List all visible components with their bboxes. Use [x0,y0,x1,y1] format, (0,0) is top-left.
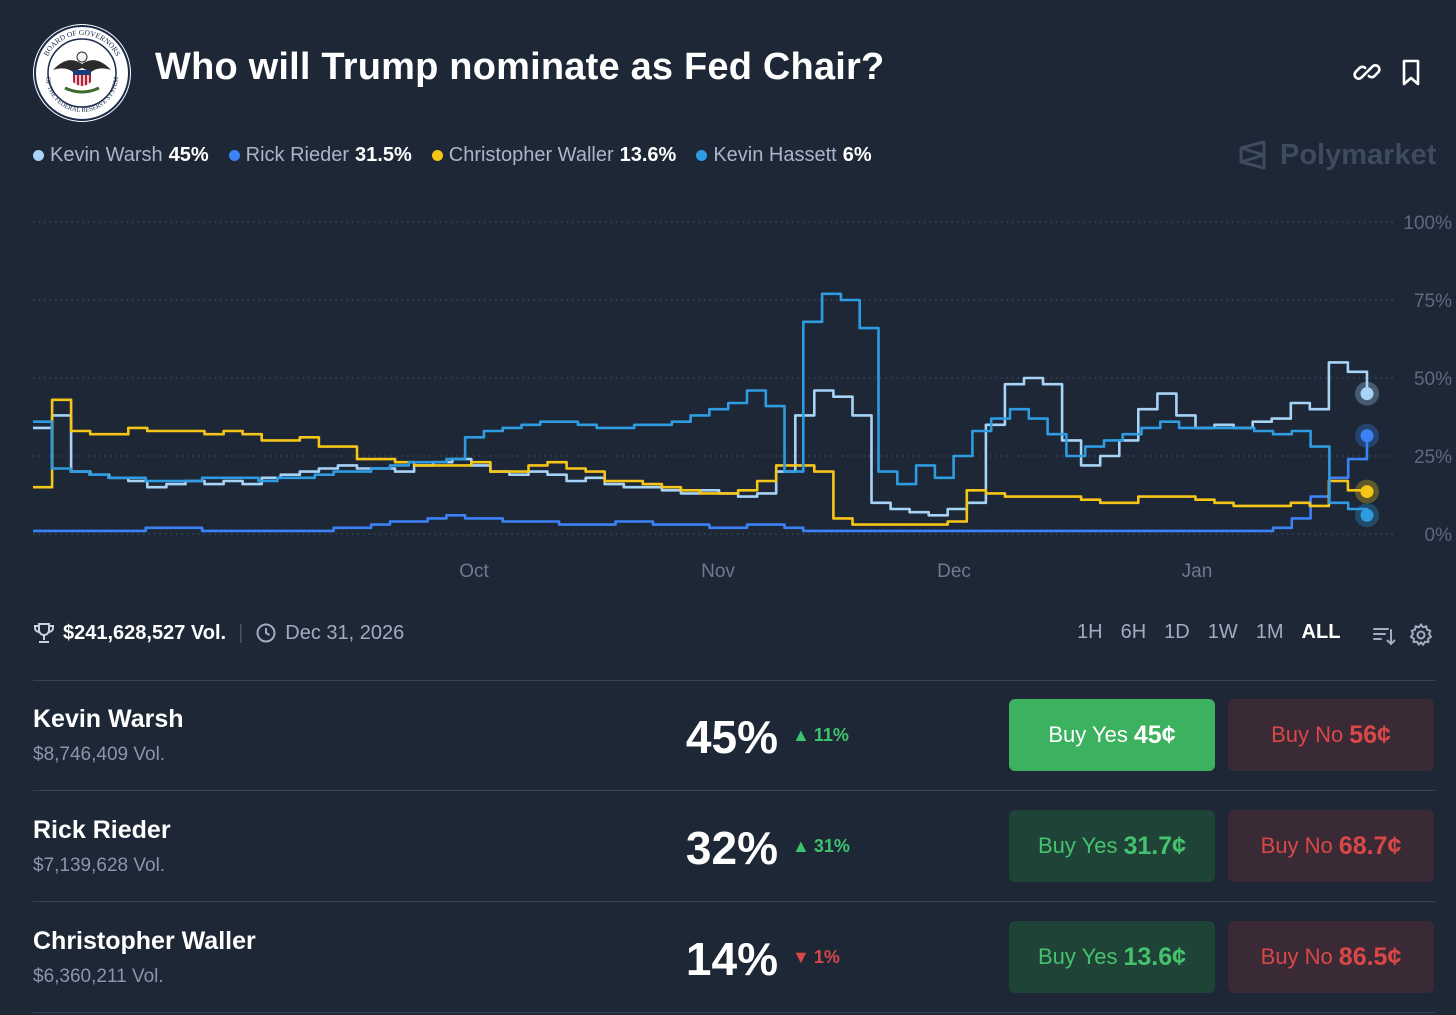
market-logo: BOARD OF GOVERNORS OF THE FEDERAL RESERV… [33,24,131,122]
range-1w[interactable]: 1W [1207,621,1238,643]
outcome-percent: 45% [685,711,778,763]
outcome-change: ▼ 1% [792,947,840,968]
legend-item: Christopher Waller 13.6% [431,144,677,167]
series-line-rick-rieder [33,435,1369,533]
polymarket-brand: Polymarket [1236,138,1436,172]
gear-icon[interactable] [1408,622,1434,648]
range-1h[interactable]: 1H [1077,621,1103,643]
y-tick-label: 50% [1414,369,1452,390]
legend-name: Christopher Waller [448,144,614,166]
legend-item: Kevin Warsh 45% [33,144,209,167]
series-line-christopher-waller [33,398,1369,526]
legend-value: 6% [842,144,872,166]
legend-dot [33,150,44,161]
row-divider [33,901,1435,902]
buy-no-price: 86.5¢ [1338,942,1402,971]
buy-no-button[interactable]: Buy No 86.5¢ [1228,921,1434,993]
triangle-down-icon: ▼ [792,947,810,967]
chart-legend: Kevin Warsh 45% Rick Rieder 31.5% Christophe… [33,144,872,167]
buy-yes-label: Buy Yes [1037,944,1118,969]
row-divider [33,1012,1435,1013]
triangle-up-icon: ▲ [792,725,810,745]
row-divider [33,680,1435,681]
outcome-volume: $8,746,409 Vol. [33,744,166,765]
x-tick-label: Jan [1182,561,1213,582]
end-date: Dec 31, 2026 [285,621,405,644]
end-point-kevin-hassett [1360,508,1374,522]
series-line-kevin-hassett [33,292,1369,516]
market-info-bar: $241,628,527 Vol. | Dec 31, 2026 [33,621,404,645]
outcome-percent: 32% [685,822,778,874]
buy-yes-button[interactable]: Buy Yes 45¢ [1009,699,1215,771]
outcome-name[interactable]: Kevin Warsh [33,705,184,733]
outcome-change: ▲ 11% [792,725,849,746]
total-volume: $241,628,527 Vol. [63,621,227,644]
legend-item: Rick Rieder 31.5% [228,144,412,167]
buy-yes-price: 31.7¢ [1123,831,1187,860]
range-1d[interactable]: 1D [1164,621,1190,643]
legend-value: 13.6% [619,144,677,166]
sort-icon[interactable] [1371,622,1397,648]
buy-no-price: 68.7¢ [1338,831,1402,860]
federal-reserve-seal: BOARD OF GOVERNORS OF THE FEDERAL RESERV… [34,25,130,121]
series-line-kevin-warsh [33,361,1369,517]
buy-no-price: 56¢ [1349,720,1391,749]
buy-no-label: Buy No [1271,722,1344,747]
end-point-kevin-warsh [1360,387,1374,401]
outcome-volume: $7,139,628 Vol. [33,855,166,876]
buy-no-label: Buy No [1260,833,1333,858]
clock-icon [256,623,276,643]
end-point-rick-rieder [1360,429,1374,443]
trophy-icon [34,623,54,643]
buy-yes-button[interactable]: Buy Yes 13.6¢ [1009,921,1215,993]
range-1m[interactable]: 1M [1255,621,1284,643]
outcome-percent: 14% [685,933,778,985]
legend-item: Kevin Hassett 6% [696,144,872,167]
end-point-christopher-waller [1360,485,1374,499]
x-tick-label: Dec [937,561,971,582]
range-6h[interactable]: 6H [1120,621,1147,643]
triangle-up-icon: ▲ [792,836,810,856]
buy-yes-label: Buy Yes [1037,833,1118,858]
outcome-name[interactable]: Rick Rieder [33,816,171,844]
buy-no-button[interactable]: Buy No 56¢ [1228,699,1434,771]
brand-name: Polymarket [1280,138,1437,171]
legend-value: 45% [168,144,209,166]
legend-dot [696,150,708,161]
y-tick-label: 25% [1414,447,1452,468]
buy-yes-label: Buy Yes [1048,722,1128,747]
legend-name: Kevin Hassett [713,144,837,166]
legend-dot [228,150,240,161]
row-divider [33,790,1435,791]
price-chart[interactable]: 100% 75% 50% 25% 0% Oct Nov Dec Jan [0,190,1456,590]
link-icon[interactable] [1351,56,1383,88]
info-divider: | [238,621,244,644]
range-all[interactable]: ALL [1301,621,1341,643]
change-value: 1% [813,947,840,967]
legend-value: 31.5% [355,144,412,166]
polymarket-logo-icon [1239,140,1266,170]
change-value: 31% [813,836,850,856]
outcome-change: ▲ 31% [792,836,850,857]
buy-yes-button[interactable]: Buy Yes 31.7¢ [1009,810,1215,882]
x-tick-label: Oct [459,561,489,582]
page-title: Who will Trump nominate as Fed Chair? [155,46,885,88]
y-tick-label: 100% [1403,213,1452,234]
buy-no-label: Buy No [1260,944,1333,969]
time-range-selector: 1H 6H 1D 1W 1M ALL [1077,621,1340,644]
bookmark-icon[interactable] [1396,56,1428,88]
legend-dot [431,150,443,161]
legend-name: Rick Rieder [245,144,350,166]
x-tick-label: Nov [701,561,735,582]
y-tick-label: 75% [1414,291,1452,312]
change-value: 11% [813,725,849,745]
outcome-volume: $6,360,211 Vol. [33,966,164,987]
legend-name: Kevin Warsh [50,144,163,166]
buy-yes-price: 45¢ [1133,720,1176,749]
buy-no-button[interactable]: Buy No 68.7¢ [1228,810,1434,882]
outcome-name[interactable]: Christopher Waller [33,927,256,955]
buy-yes-price: 13.6¢ [1123,942,1187,971]
y-tick-label: 0% [1425,525,1453,546]
